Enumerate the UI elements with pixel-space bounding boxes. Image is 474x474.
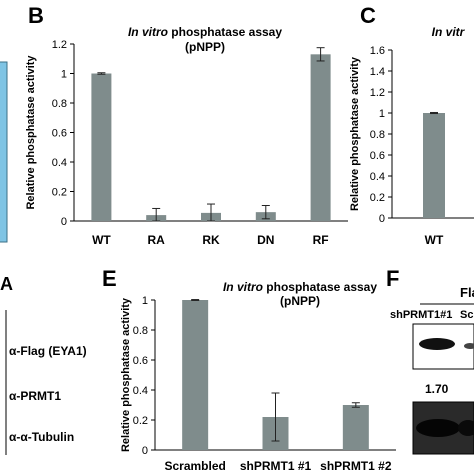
y-tick-label: 0.2 [52,187,67,199]
panel-f-quant: 1.70 [425,382,449,396]
y-axis-label: Relative phosphatase activity [349,56,361,211]
y-tick-label: 1 [142,295,148,307]
y-tick-label: 0.6 [52,128,67,140]
panel-f-letter: F [386,266,399,291]
y-tick-label: 0.4 [370,171,385,183]
y-tick-label: 0.4 [133,385,148,397]
y-tick-label: 1.2 [370,87,385,99]
y-tick-label: 0.8 [52,98,67,110]
y-tick-label: 0.2 [370,192,385,204]
panel-f-band-3 [416,419,460,437]
panel-f-band-2 [464,343,474,349]
y-axis-label: Relative phosphatase activity [25,55,37,210]
y-axis-label: Relative phosphatase activity [120,297,132,452]
x-tick-label: RK [202,233,220,247]
y-tick-label: 0 [61,216,67,228]
chart-subtitle: (pNPP) [185,40,225,54]
y-tick-label: 1 [61,69,67,81]
x-tick-label: DN [257,233,274,247]
x-tick-label: RF [313,233,329,247]
chart-panel-c: 00.20.40.60.811.21.41.6WTRRelative phosp… [349,25,474,247]
y-tick-label: 0.8 [370,129,385,141]
chart-title-rest: phosphatase assay [168,25,282,39]
chart-title: In vitro phosphatase assay [223,280,377,294]
panel-f-header: Fla [460,285,474,300]
chart-subtitle: (pNPP) [280,294,320,308]
x-tick-label: WT [425,233,444,247]
panel-e-letter: E [102,266,117,291]
panel-a-image [0,61,8,243]
panel-f-lane-1: shPRMT1#1 [390,309,452,321]
x-tick-label: Scrambled [164,459,225,473]
panel-f-band-1 [419,338,455,350]
y-tick-label: 1.6 [370,45,385,57]
chart-panel-b: 0 0.2 0.4 0.6 0.8 1 1.2 WT RA RK DN RF Relative phos… [25,25,348,247]
chart-title: In vitro phosphatase assay [128,25,282,39]
y-tick-label: 0.8 [133,325,148,337]
y-tick-label: 1 [379,108,385,120]
x-tick-label: WT [92,233,111,247]
panel-f-band-4 [458,420,474,436]
panel-f: Fla shPRMT1#1 Sc 1.70 [390,285,474,455]
chart-title-italic: In vitr [432,25,466,39]
chart-title-italic: In vitro [223,280,263,294]
blot-label-prmt1: α-PRMT1 [9,389,61,403]
y-tick-label: 0 [142,445,148,457]
blot-label-tubulin: α-α-Tubulin [9,430,74,444]
y-tick-label: 1.2 [52,39,67,51]
bar [423,113,445,218]
chart-title: In vitr [432,25,466,39]
chart-title-italic: In vitro [128,25,168,39]
y-tick-label: 1.4 [370,66,385,78]
y-tick-label: 0.6 [133,355,148,367]
bar [310,54,331,222]
bar [342,405,369,450]
x-tick-label: RA [148,233,166,247]
x-tick-label: shPRMT1 #1 [240,459,312,473]
y-tick-label: 0.6 [370,150,385,162]
bar [182,300,209,450]
panel-c-letter: C [360,3,376,28]
panel-f-lane-2: Sc [460,309,473,321]
blot-label-flag: α-Flag (EYA1) [9,344,87,358]
chart-panel-e: 0 0.2 0.4 0.6 0.8 1 Scrambled shPRMT1 #1 shPRMT1… [120,280,396,473]
chart-title-rest: phosphatase assay [263,280,377,294]
panel-a: A α-Flag (EYA1) α-PRMT1 α-α-Tubulin [0,61,87,455]
bar [91,73,112,221]
panel-a-letter: A [0,274,13,294]
panel-b-letter: B [28,3,44,28]
x-tick-label: shPRMT1 #2 [320,459,392,473]
y-tick-label: 0.4 [52,157,67,169]
y-tick-label: 0 [379,213,385,225]
y-tick-label: 0.2 [133,415,148,427]
